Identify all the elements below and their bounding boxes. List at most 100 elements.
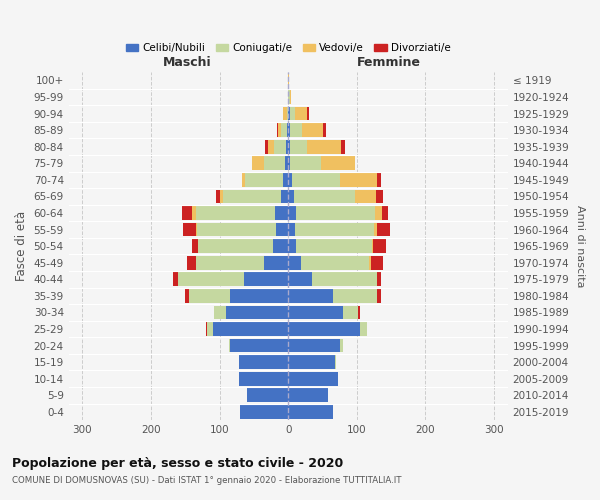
Bar	[287, 107, 288, 120]
Bar	[371, 256, 383, 270]
Bar	[288, 306, 343, 319]
Bar	[288, 272, 312, 286]
Bar	[214, 306, 226, 319]
Bar	[290, 107, 295, 120]
Bar	[372, 240, 373, 253]
Bar	[265, 140, 268, 153]
Bar	[216, 190, 220, 203]
Bar	[273, 240, 288, 253]
Bar	[355, 190, 376, 203]
Bar	[288, 240, 296, 253]
Text: COMUNE DI DOMUSNOVAS (SU) - Dati ISTAT 1° gennaio 2020 - Elaborazione TUTTITALIA: COMUNE DI DOMUSNOVAS (SU) - Dati ISTAT 1…	[12, 476, 401, 485]
Bar	[277, 124, 278, 137]
Bar	[185, 289, 189, 302]
Bar	[173, 272, 178, 286]
Bar	[296, 240, 372, 253]
Bar	[275, 206, 288, 220]
Bar	[264, 256, 288, 270]
Bar	[288, 388, 328, 402]
Bar	[288, 173, 292, 186]
Bar	[290, 140, 307, 153]
Bar	[288, 124, 290, 137]
Text: Femmine: Femmine	[357, 56, 421, 68]
Bar	[376, 206, 382, 220]
Bar	[276, 223, 288, 236]
Bar	[245, 173, 283, 186]
Bar	[213, 322, 288, 336]
Bar	[358, 306, 359, 319]
Bar	[183, 223, 196, 236]
Text: Maschi: Maschi	[163, 56, 212, 68]
Bar	[229, 339, 230, 352]
Bar	[223, 190, 281, 203]
Bar	[290, 90, 291, 104]
Bar	[264, 156, 285, 170]
Bar	[288, 223, 295, 236]
Bar	[278, 124, 281, 137]
Bar	[288, 372, 338, 386]
Bar	[312, 272, 377, 286]
Bar	[307, 140, 341, 153]
Bar	[290, 156, 320, 170]
Legend: Celibi/Nubili, Coniugati/e, Vedovi/e, Divorziati/e: Celibi/Nubili, Coniugati/e, Vedovi/e, Di…	[121, 39, 455, 58]
Bar	[274, 140, 286, 153]
Bar	[340, 173, 377, 186]
Bar	[281, 124, 287, 137]
Bar	[294, 190, 355, 203]
Bar	[373, 240, 386, 253]
Bar	[288, 356, 335, 369]
Bar	[288, 107, 290, 120]
Bar	[287, 124, 288, 137]
Bar	[247, 388, 288, 402]
Bar	[226, 306, 288, 319]
Bar	[377, 173, 381, 186]
Bar	[369, 256, 371, 270]
Bar	[189, 289, 230, 302]
Bar	[283, 107, 287, 120]
Bar	[287, 90, 288, 104]
Text: Popolazione per età, sesso e stato civile - 2020: Popolazione per età, sesso e stato civil…	[12, 458, 343, 470]
Bar	[295, 223, 374, 236]
Bar	[296, 206, 376, 220]
Bar	[239, 356, 288, 369]
Bar	[192, 206, 196, 220]
Bar	[288, 322, 361, 336]
Bar	[288, 74, 289, 87]
Bar	[307, 107, 309, 120]
Bar	[239, 372, 288, 386]
Bar	[288, 405, 333, 418]
Bar	[376, 190, 383, 203]
Bar	[382, 206, 388, 220]
Y-axis label: Anni di nascita: Anni di nascita	[575, 205, 585, 288]
Bar	[196, 223, 197, 236]
Bar	[283, 173, 288, 186]
Bar	[377, 223, 390, 236]
Bar	[290, 124, 302, 137]
Bar	[377, 272, 381, 286]
Bar	[206, 322, 207, 336]
Bar	[187, 256, 196, 270]
Bar	[268, 140, 274, 153]
Bar	[288, 90, 290, 104]
Bar	[340, 339, 343, 352]
Bar	[196, 206, 275, 220]
Bar	[343, 306, 358, 319]
Bar	[288, 206, 296, 220]
Bar	[288, 339, 340, 352]
Bar	[207, 322, 213, 336]
Bar	[242, 173, 245, 186]
Bar	[281, 190, 288, 203]
Bar	[333, 289, 377, 302]
Bar	[178, 272, 244, 286]
Bar	[192, 240, 197, 253]
Bar	[320, 156, 355, 170]
Bar	[196, 256, 264, 270]
Bar	[230, 339, 288, 352]
Bar	[182, 206, 192, 220]
Bar	[285, 156, 288, 170]
Bar	[230, 289, 288, 302]
Bar	[197, 223, 276, 236]
Bar	[292, 173, 340, 186]
Bar	[335, 356, 336, 369]
Bar	[341, 140, 344, 153]
